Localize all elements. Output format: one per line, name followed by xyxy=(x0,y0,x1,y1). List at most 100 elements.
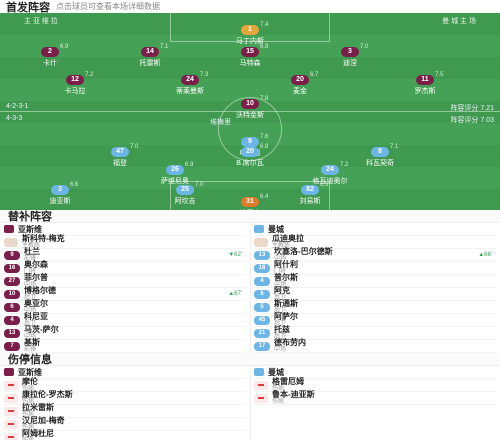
player-info: 基斯 前锋 xyxy=(24,339,40,354)
injury-row[interactable]: 拉米雷斯 伤病 xyxy=(4,404,246,419)
player-rating: 7.0 xyxy=(360,44,369,50)
player-number: 8 xyxy=(371,147,389,157)
sub-player-row[interactable]: 4 科尼亚 后卫 xyxy=(4,313,246,327)
sub-player-row[interactable]: 斯科特-梅克 主教练 xyxy=(4,235,246,249)
player-bottom-3[interactable]: 8 7.1 科瓦契奇 xyxy=(350,144,410,168)
sub-player-row[interactable]: 13 坎塞洛-巴尔德斯 中场 ▲66' xyxy=(254,248,496,263)
player-number: 47 xyxy=(111,147,129,157)
subs-columns: 亚斯维 斯科特-梅克 主教练 9 杜兰 前锋 ▼62' 16 奥尔森 门将 27 菲尔普 中场 10 博格… xyxy=(0,223,500,353)
injury-status: 伤病 xyxy=(272,386,285,392)
player-name: 阿什利 xyxy=(274,260,298,269)
team-row: 曼城 xyxy=(254,223,496,236)
player-rating: 7.1 xyxy=(160,44,169,50)
player-top-9[interactable]: 10 7.8 沃特金斯 xyxy=(220,96,280,120)
team-name: 曼城 xyxy=(268,224,284,234)
injury-row[interactable]: 格雷厄姆 伤病 xyxy=(254,378,496,392)
substitution-time: ▼62' xyxy=(228,252,242,258)
player-info: 菲尔普 中场 xyxy=(24,274,48,289)
player-number: 6 xyxy=(4,302,20,312)
player-info: 马茨-萨尔 中场 xyxy=(24,325,59,341)
player-name: 阿坎吉 xyxy=(174,198,196,205)
sub-player-row[interactable]: 7 基斯 前锋 xyxy=(4,339,246,354)
player-name: 埃德森 xyxy=(220,208,280,210)
injury-row[interactable]: 汉尼加-梅奇 伤病 xyxy=(4,416,246,431)
player-bottom-6[interactable]: 3 6.6 迪亚斯 xyxy=(30,182,90,206)
player-position: 后卫 xyxy=(274,308,287,314)
injury-status: 伤病 xyxy=(22,425,35,431)
player-top-0[interactable]: 1 7.4 马丁内斯 xyxy=(220,22,280,46)
player-top-5[interactable]: 12 7.2 卡马拉 xyxy=(45,72,105,96)
injury-info: 摩伦 伤病 xyxy=(22,377,38,393)
player-name: 格瓦迪奥尔 xyxy=(312,178,348,185)
player-number: 17 xyxy=(254,341,270,351)
injury-info: 拉米雷斯 伤病 xyxy=(22,404,54,419)
injury-row[interactable]: 阿姆杜尼伤病 xyxy=(4,430,246,440)
player-number: 45 xyxy=(254,315,270,325)
sub-player-row[interactable]: 18 阿什利 门将 xyxy=(254,260,496,275)
subs-away-column: 曼城 瓜迪奥拉 主教练 13 坎塞洛-巴尔德斯 中场 ▲66' 18 阿什利 门将 4 普尔斯 中场 6… xyxy=(250,223,500,353)
home-manager: 埃梅里 xyxy=(210,119,231,126)
player-info: 奥尔森 门将 xyxy=(24,261,48,276)
sub-player-row[interactable]: 6 奥亚尔 中场 xyxy=(4,299,246,314)
player-bottom-2[interactable]: 20 6.8 B.席尔瓦 xyxy=(220,144,280,168)
player-name: 马茨-萨尔 xyxy=(24,325,59,334)
player-name: 奥亚尔 xyxy=(24,299,48,308)
sub-player-row[interactable]: 45 阿萨尔 后卫 xyxy=(254,313,496,327)
player-number: 21 xyxy=(254,328,270,338)
player-number: 26 xyxy=(166,165,184,175)
player-bottom-8[interactable]: 82 6.5 刘易斯 xyxy=(280,182,340,206)
injury-row[interactable]: 摩伦 伤病 xyxy=(4,377,246,393)
sub-player-row[interactable]: 9 杜兰 前锋 ▼62' xyxy=(4,248,246,262)
player-top-8[interactable]: 11 7.5 罗杰斯 xyxy=(395,72,455,96)
player-position: 主教练 xyxy=(22,243,41,249)
injury-row[interactable]: 鲁本-迪亚斯 伤病 xyxy=(254,391,496,405)
player-rating: 6.8 xyxy=(260,144,269,150)
player-number: 14 xyxy=(141,47,159,57)
lineup-subtitle: 点击球员可查看本场详细数据 xyxy=(56,2,160,11)
player-bottom-9[interactable]: 316.4 埃德森 xyxy=(220,194,280,210)
player-bottom-5[interactable]: 24 7.2 格瓦迪奥尔 xyxy=(300,162,360,186)
player-position: 中场 xyxy=(274,347,287,353)
player-top-6[interactable]: 24 7.3 蒂莱曼斯 xyxy=(160,72,220,96)
player-top-7[interactable]: 20 6.7 麦金 xyxy=(270,72,330,96)
player-info: 德布劳内 中场 xyxy=(274,339,306,354)
player-bottom-4[interactable]: 26 6.9 萨维尼奥 xyxy=(145,162,205,186)
player-name: 汉尼加-梅奇 xyxy=(22,416,65,425)
lineup-title: 首发阵容 xyxy=(6,1,50,14)
player-position: 后卫 xyxy=(24,295,37,301)
sub-player-row[interactable]: 16 奥尔森 门将 xyxy=(4,261,246,276)
sub-player-row[interactable]: 5 斯通斯 后卫 xyxy=(254,300,496,314)
sub-player-row[interactable]: 10 博格尔德 后卫 ▲67' xyxy=(4,287,246,301)
player-rating: 6.4 xyxy=(260,194,269,200)
player-name: 摩伦 xyxy=(22,377,38,386)
player-bottom-7[interactable]: 25 7.0 阿坎吉 xyxy=(155,182,215,206)
sub-player-row[interactable]: 27 菲尔普 中场 xyxy=(4,274,246,289)
away-formation: 4-3-3 xyxy=(6,115,23,122)
player-top-1[interactable]: 2 6.9 卡什 xyxy=(20,44,80,68)
player-number: 6 xyxy=(254,289,270,299)
player-position: 中场 xyxy=(274,256,287,262)
player-name: 蒂莱曼斯 xyxy=(176,88,204,95)
sub-player-row[interactable]: 瓜迪奥拉 主教练 xyxy=(254,235,496,249)
player-info: 坎塞洛-巴尔德斯 中场 xyxy=(274,248,333,263)
player-name: 马丁内斯 xyxy=(236,38,264,45)
sub-player-row[interactable]: 6 阿克 后卫 xyxy=(254,287,496,301)
player-rating: 7.0 xyxy=(195,182,204,188)
player-top-2[interactable]: 14 7.1 托雷斯 xyxy=(120,44,180,68)
player-rating: 6.7 xyxy=(310,72,319,78)
player-top-4[interactable]: 3 7.0 迪涅 xyxy=(320,44,380,68)
player-bottom-1[interactable]: 47 7.0 福登 xyxy=(90,144,150,168)
sub-player-row[interactable]: 13 马茨-萨尔 中场 xyxy=(4,325,246,341)
injury-row[interactable]: 康拉伦-罗杰斯 伤病 xyxy=(4,391,246,405)
subs-home-column: 亚斯维 斯科特-梅克 主教练 9 杜兰 前锋 ▼62' 16 奥尔森 门将 27 菲尔普 中场 10 博格… xyxy=(0,223,250,353)
player-rating: 6.5 xyxy=(320,182,329,188)
sub-player-row[interactable]: 21 托兹 后卫 xyxy=(254,326,496,340)
player-position: 后卫 xyxy=(24,321,37,327)
sub-player-row[interactable]: 17 德布劳内 中场 xyxy=(254,339,496,354)
team-row: 亚斯维 xyxy=(4,366,246,379)
player-number: 4 xyxy=(254,276,270,286)
player-top-3[interactable]: 15 6.8 马特森 xyxy=(220,44,280,68)
player-number: 16 xyxy=(4,263,20,273)
sub-player-row[interactable]: 4 普尔斯 中场 xyxy=(254,274,496,288)
player-rating: 7.2 xyxy=(340,162,349,168)
